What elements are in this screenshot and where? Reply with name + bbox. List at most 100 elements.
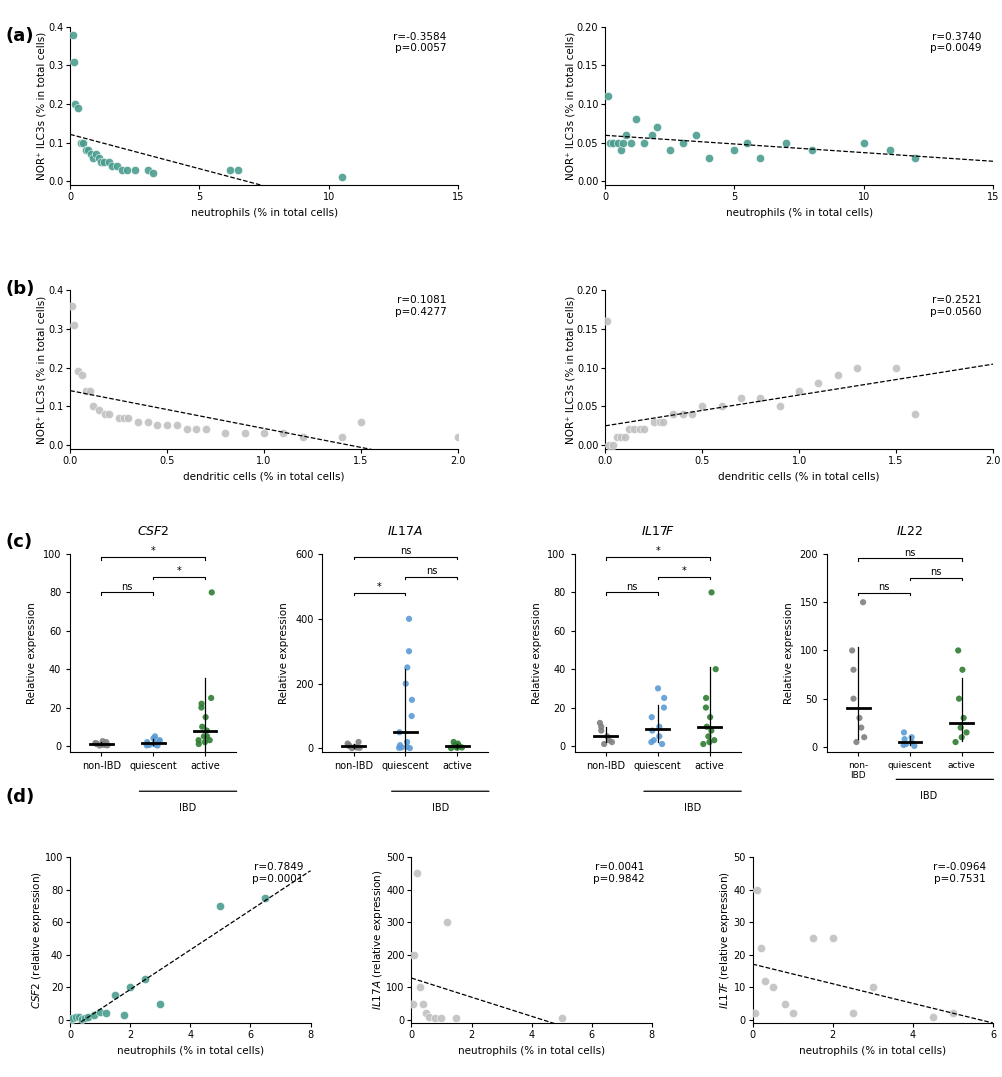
Point <box>88 145 104 163</box>
Point <box>627 111 643 128</box>
Point <box>650 728 666 745</box>
Point <box>334 429 350 446</box>
Title: $\it{CSF2}$: $\it{CSF2}$ <box>137 524 169 537</box>
Point <box>203 584 219 601</box>
Y-axis label: Relative expression: Relative expression <box>27 602 37 703</box>
Point <box>887 359 903 376</box>
Point <box>804 142 820 159</box>
Point <box>107 987 123 1004</box>
Point <box>622 134 638 151</box>
Point <box>824 929 840 947</box>
Point <box>952 719 968 737</box>
Point <box>193 699 209 716</box>
Point <box>625 421 641 438</box>
Point <box>450 735 466 752</box>
Point <box>648 118 664 136</box>
Point <box>643 722 659 739</box>
Point <box>77 1009 93 1026</box>
X-axis label: neutrophils (% in total cells): neutrophils (% in total cells) <box>724 208 872 218</box>
Point <box>949 642 965 659</box>
Point <box>616 429 632 446</box>
Point <box>137 970 153 988</box>
Y-axis label: NOR⁺ ILC3s (% in total cells): NOR⁺ ILC3s (% in total cells) <box>565 295 575 444</box>
Point <box>698 718 714 736</box>
Point <box>81 382 97 400</box>
Point <box>114 162 130 179</box>
Point <box>151 732 167 750</box>
Point <box>694 736 710 753</box>
Point <box>399 738 415 755</box>
Point <box>655 689 671 707</box>
Point <box>212 897 228 914</box>
Point <box>674 405 690 422</box>
Point <box>399 659 415 676</box>
Point <box>412 979 428 996</box>
Point <box>849 359 865 376</box>
Point <box>94 732 110 750</box>
Point <box>643 126 659 143</box>
Point <box>146 736 162 753</box>
Point <box>635 421 651 438</box>
Point <box>433 1009 449 1026</box>
X-axis label: dendritic cells (% in total cells): dendritic cells (% in total cells) <box>717 471 879 481</box>
Point <box>126 162 142 179</box>
Point <box>90 150 106 167</box>
Point <box>804 929 820 947</box>
Point <box>705 731 721 749</box>
Text: ns: ns <box>400 546 411 556</box>
Point <box>700 150 716 167</box>
Point <box>903 729 919 746</box>
Point <box>149 417 165 434</box>
Point <box>553 1009 569 1026</box>
Point <box>752 939 768 956</box>
Point <box>139 733 155 751</box>
Text: r=0.2521
p=0.0560: r=0.2521 p=0.0560 <box>929 295 980 317</box>
Point <box>258 890 274 907</box>
Point <box>122 979 138 996</box>
Point <box>393 739 409 756</box>
Point <box>791 382 807 400</box>
Y-axis label: $\it{IL17A}$ (relative expression): $\it{IL17A}$ (relative expression) <box>370 870 384 1010</box>
Point <box>349 739 365 756</box>
Text: *: * <box>150 546 155 557</box>
Text: (a): (a) <box>5 27 33 45</box>
Point <box>217 424 233 442</box>
Point <box>190 731 206 749</box>
Point <box>856 729 872 746</box>
Point <box>347 738 363 755</box>
Text: IBD: IBD <box>179 803 196 813</box>
Point <box>598 312 614 330</box>
Text: r=0.0041
p=0.9842: r=0.0041 p=0.9842 <box>592 862 644 884</box>
Point <box>592 722 608 739</box>
Point <box>391 724 407 741</box>
Point <box>604 436 620 453</box>
Point <box>147 728 163 745</box>
Point <box>848 733 864 751</box>
Point <box>101 153 117 170</box>
Y-axis label: Relative expression: Relative expression <box>280 602 290 703</box>
Text: ns: ns <box>625 582 637 591</box>
Y-axis label: NOR⁺ ILC3s (% in total cells): NOR⁺ ILC3s (% in total cells) <box>565 32 575 180</box>
Point <box>256 424 272 442</box>
Point <box>94 736 110 753</box>
Point <box>947 733 963 751</box>
Point <box>195 728 211 745</box>
Point <box>65 1009 81 1026</box>
Text: *: * <box>654 546 659 557</box>
Point <box>138 737 154 754</box>
Text: ns: ns <box>929 568 941 577</box>
Y-axis label: NOR⁺ ILC3s (% in total cells): NOR⁺ ILC3s (% in total cells) <box>36 295 46 444</box>
Point <box>699 728 715 745</box>
Point <box>451 738 467 755</box>
Text: *: * <box>176 567 181 576</box>
Point <box>93 153 109 170</box>
X-axis label: neutrophils (% in total cells): neutrophils (% in total cells) <box>116 1046 264 1055</box>
Point <box>645 731 661 749</box>
Point <box>72 134 88 151</box>
Point <box>88 735 104 752</box>
Point <box>116 1006 132 1023</box>
X-axis label: neutrophils (% in total cells): neutrophils (% in total cells) <box>458 1046 604 1055</box>
Point <box>592 718 608 736</box>
Point <box>855 134 871 151</box>
Point <box>230 162 246 179</box>
